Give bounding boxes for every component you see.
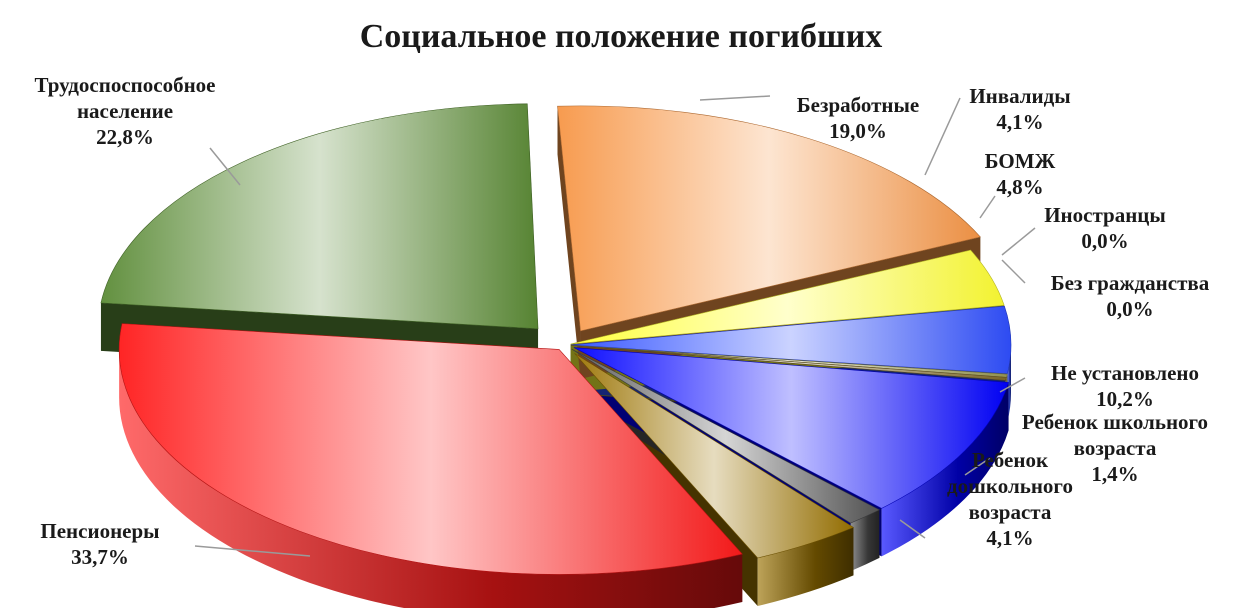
data-label: Пенсионеры 33,7% [40,519,159,569]
data-label-name: Безработные [797,93,919,117]
leader-line [964,457,991,476]
data-label: Безработные 19,0% [797,93,919,143]
leader-line [999,377,1026,393]
data-label: Не установлено 10,2% [1051,361,1199,411]
pie-slice [100,103,539,330]
data-label-name: Не установлено [1051,361,1199,385]
chart-title: Социальное положение погибших [360,18,883,55]
data-label-name: Пенсионеры [40,519,159,543]
data-label-value: 4,8% [996,175,1043,199]
leader-line [1001,259,1026,284]
leader-line [899,519,926,539]
data-label-value: 33,7% [71,545,129,569]
leader-line [194,545,311,557]
data-label: Трудоспоспособное население 22,8% [35,73,216,149]
data-label: БОМЖ 4,8% [985,149,1056,199]
data-label-name: Инвалиды [969,84,1070,108]
data-label-value: 1,4% [1091,462,1138,486]
pie-slice [573,347,1009,509]
pie-slice [118,323,743,575]
data-label: Без гражданства 0,0% [1051,271,1210,321]
data-label-name: БОМЖ [985,149,1056,173]
data-label-name: население [77,99,173,123]
data-labels: Безработные 19,0%Инвалиды 4,1%БОМЖ 4,8%Инос… [35,73,1210,569]
data-label: Иностранцы 0,0% [1044,203,1166,253]
data-label-value: 10,2% [1096,387,1154,411]
pie-slice-side [119,349,743,608]
pie-slice-side [850,509,880,572]
data-label-name: Без гражданства [1051,271,1210,295]
data-label-name: дошкольного [947,474,1073,498]
pie-slice-edge [557,106,581,379]
data-label-name: возраста [1074,436,1157,460]
data-label-name: Иностранцы [1044,203,1166,227]
pie-slice-tops [100,103,1012,575]
pie-slice [570,345,1007,381]
leader-lines [194,95,1036,557]
data-label-value: 4,1% [986,526,1033,550]
data-label-value: 22,8% [96,125,154,149]
data-label-name: Ребенок школьного [1022,410,1208,434]
data-label-value: 19,0% [829,119,887,143]
leader-line [209,147,241,186]
data-label-value: 0,0% [1106,297,1153,321]
data-label-name: Трудоспоспособное [35,73,216,97]
pie-slice [574,353,855,559]
pie-slice [570,305,1012,374]
pie-slice [557,105,981,332]
pie-slice [570,249,1005,345]
leader-line [1001,227,1036,256]
pie-slice-side [757,527,854,606]
leader-line [699,95,771,101]
data-label-name: Ребенок [972,448,1049,472]
leader-line [924,97,961,176]
data-label-value: 4,1% [996,110,1043,134]
pie-slice-side [881,382,1009,557]
data-label-value: 0,0% [1081,229,1128,253]
leader-line [979,195,996,219]
data-label-name: возраста [969,500,1052,524]
data-label: Ребенок дошкольного возраста 4,1% [947,448,1073,550]
pie-slice [571,348,881,524]
data-label: Ребенок школьного возраста 1,4% [1022,410,1208,486]
data-label: Инвалиды 4,1% [969,84,1070,134]
